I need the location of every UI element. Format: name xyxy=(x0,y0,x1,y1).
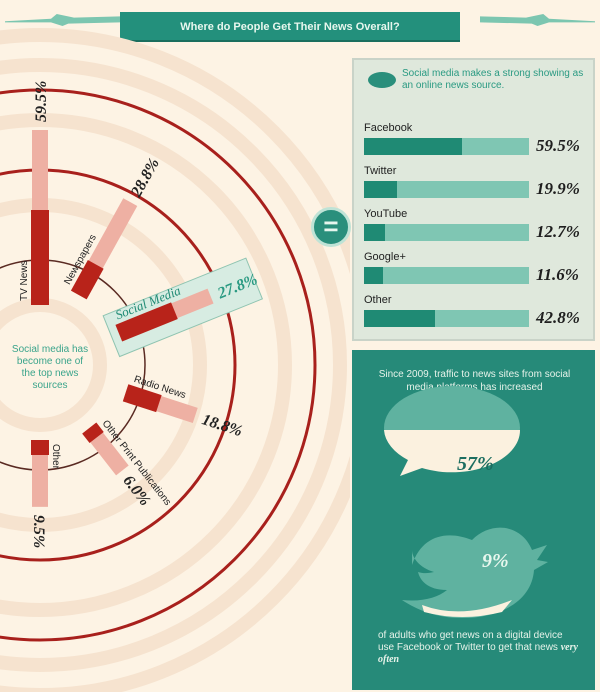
bar-value: 42.8% xyxy=(536,308,580,327)
share-value: 9% xyxy=(482,550,509,572)
bar-track xyxy=(364,267,529,284)
bar-dark xyxy=(115,302,178,342)
outer-ring xyxy=(0,88,317,642)
stats-graphics xyxy=(384,386,548,618)
bar-row: Twitter 19.9% xyxy=(364,165,589,198)
bar-row: YouTube 12.7% xyxy=(364,208,589,241)
footer-emphasis: very often xyxy=(378,642,578,665)
equals-icon: = xyxy=(311,207,351,247)
bar-dark xyxy=(70,260,104,300)
bar-label: Facebook xyxy=(364,122,413,134)
bar-track xyxy=(364,181,529,198)
banner-right-ribbon xyxy=(480,14,595,26)
since-text: Since 2009, traffic to news sites from s… xyxy=(378,369,571,393)
bar-track xyxy=(364,138,529,155)
bar-dark xyxy=(31,210,49,305)
category-label: Other xyxy=(50,444,61,470)
background-ring xyxy=(0,28,350,692)
speech-bubble-icon xyxy=(384,386,521,476)
page-title: Where do People Get Their News Overall? xyxy=(120,12,460,40)
bar-label: Google+ xyxy=(364,251,406,263)
bar-value: 59.5% xyxy=(536,136,580,155)
bar-dark xyxy=(82,422,104,444)
bar-fill xyxy=(364,267,384,284)
bar-label: Twitter xyxy=(364,165,397,177)
twitter-bird-icon xyxy=(402,527,548,618)
bar-dark xyxy=(122,384,162,413)
value-label: 59.5% xyxy=(33,81,50,122)
speech-bubble-icon xyxy=(368,72,396,88)
bar-row: Facebook 59.5% xyxy=(364,122,589,155)
stats-panel: Since 2009, traffic to news sites from s… xyxy=(352,350,595,690)
background-ring xyxy=(0,113,292,617)
social-media-panel: Social media makes a strong showing as a… xyxy=(352,58,595,341)
bar-dark xyxy=(31,440,49,455)
radial-bar-social-media: Social Media 27.8% xyxy=(102,257,264,358)
footer-text: of adults who get news on a digital devi… xyxy=(378,630,578,666)
bar-fill xyxy=(364,138,463,155)
bar-label: YouTube xyxy=(364,208,408,220)
bar-value: 11.6% xyxy=(536,265,579,284)
footer-text-main: of adults who get news on a digital devi… xyxy=(378,630,563,653)
bar-track xyxy=(364,310,529,327)
background-ring xyxy=(0,58,347,672)
bar-fill xyxy=(364,224,385,241)
increase-value: 57% xyxy=(457,453,494,475)
bar-light xyxy=(32,440,48,507)
category-label: TV News xyxy=(19,260,30,301)
bar-value: 12.7% xyxy=(536,222,580,241)
bar-label: Other xyxy=(364,294,392,306)
center-note: Social media has become one of the top n… xyxy=(11,344,89,391)
bar-fill xyxy=(364,310,435,327)
bar-row: Other 42.8% xyxy=(364,294,589,327)
radial-bar-tv-news: TV News 59.5% xyxy=(19,81,50,305)
panel-note: Social media makes a strong showing as a… xyxy=(402,68,584,91)
bar-value: 19.9% xyxy=(536,179,580,198)
value-label: 28.8% xyxy=(128,156,163,201)
bar-track xyxy=(364,224,529,241)
radial-bar-other: Other 9.5% xyxy=(30,440,61,548)
bar-fill xyxy=(364,181,397,198)
value-label: 9.5% xyxy=(30,515,47,548)
bar-row: Google+ 11.6% xyxy=(364,251,589,284)
